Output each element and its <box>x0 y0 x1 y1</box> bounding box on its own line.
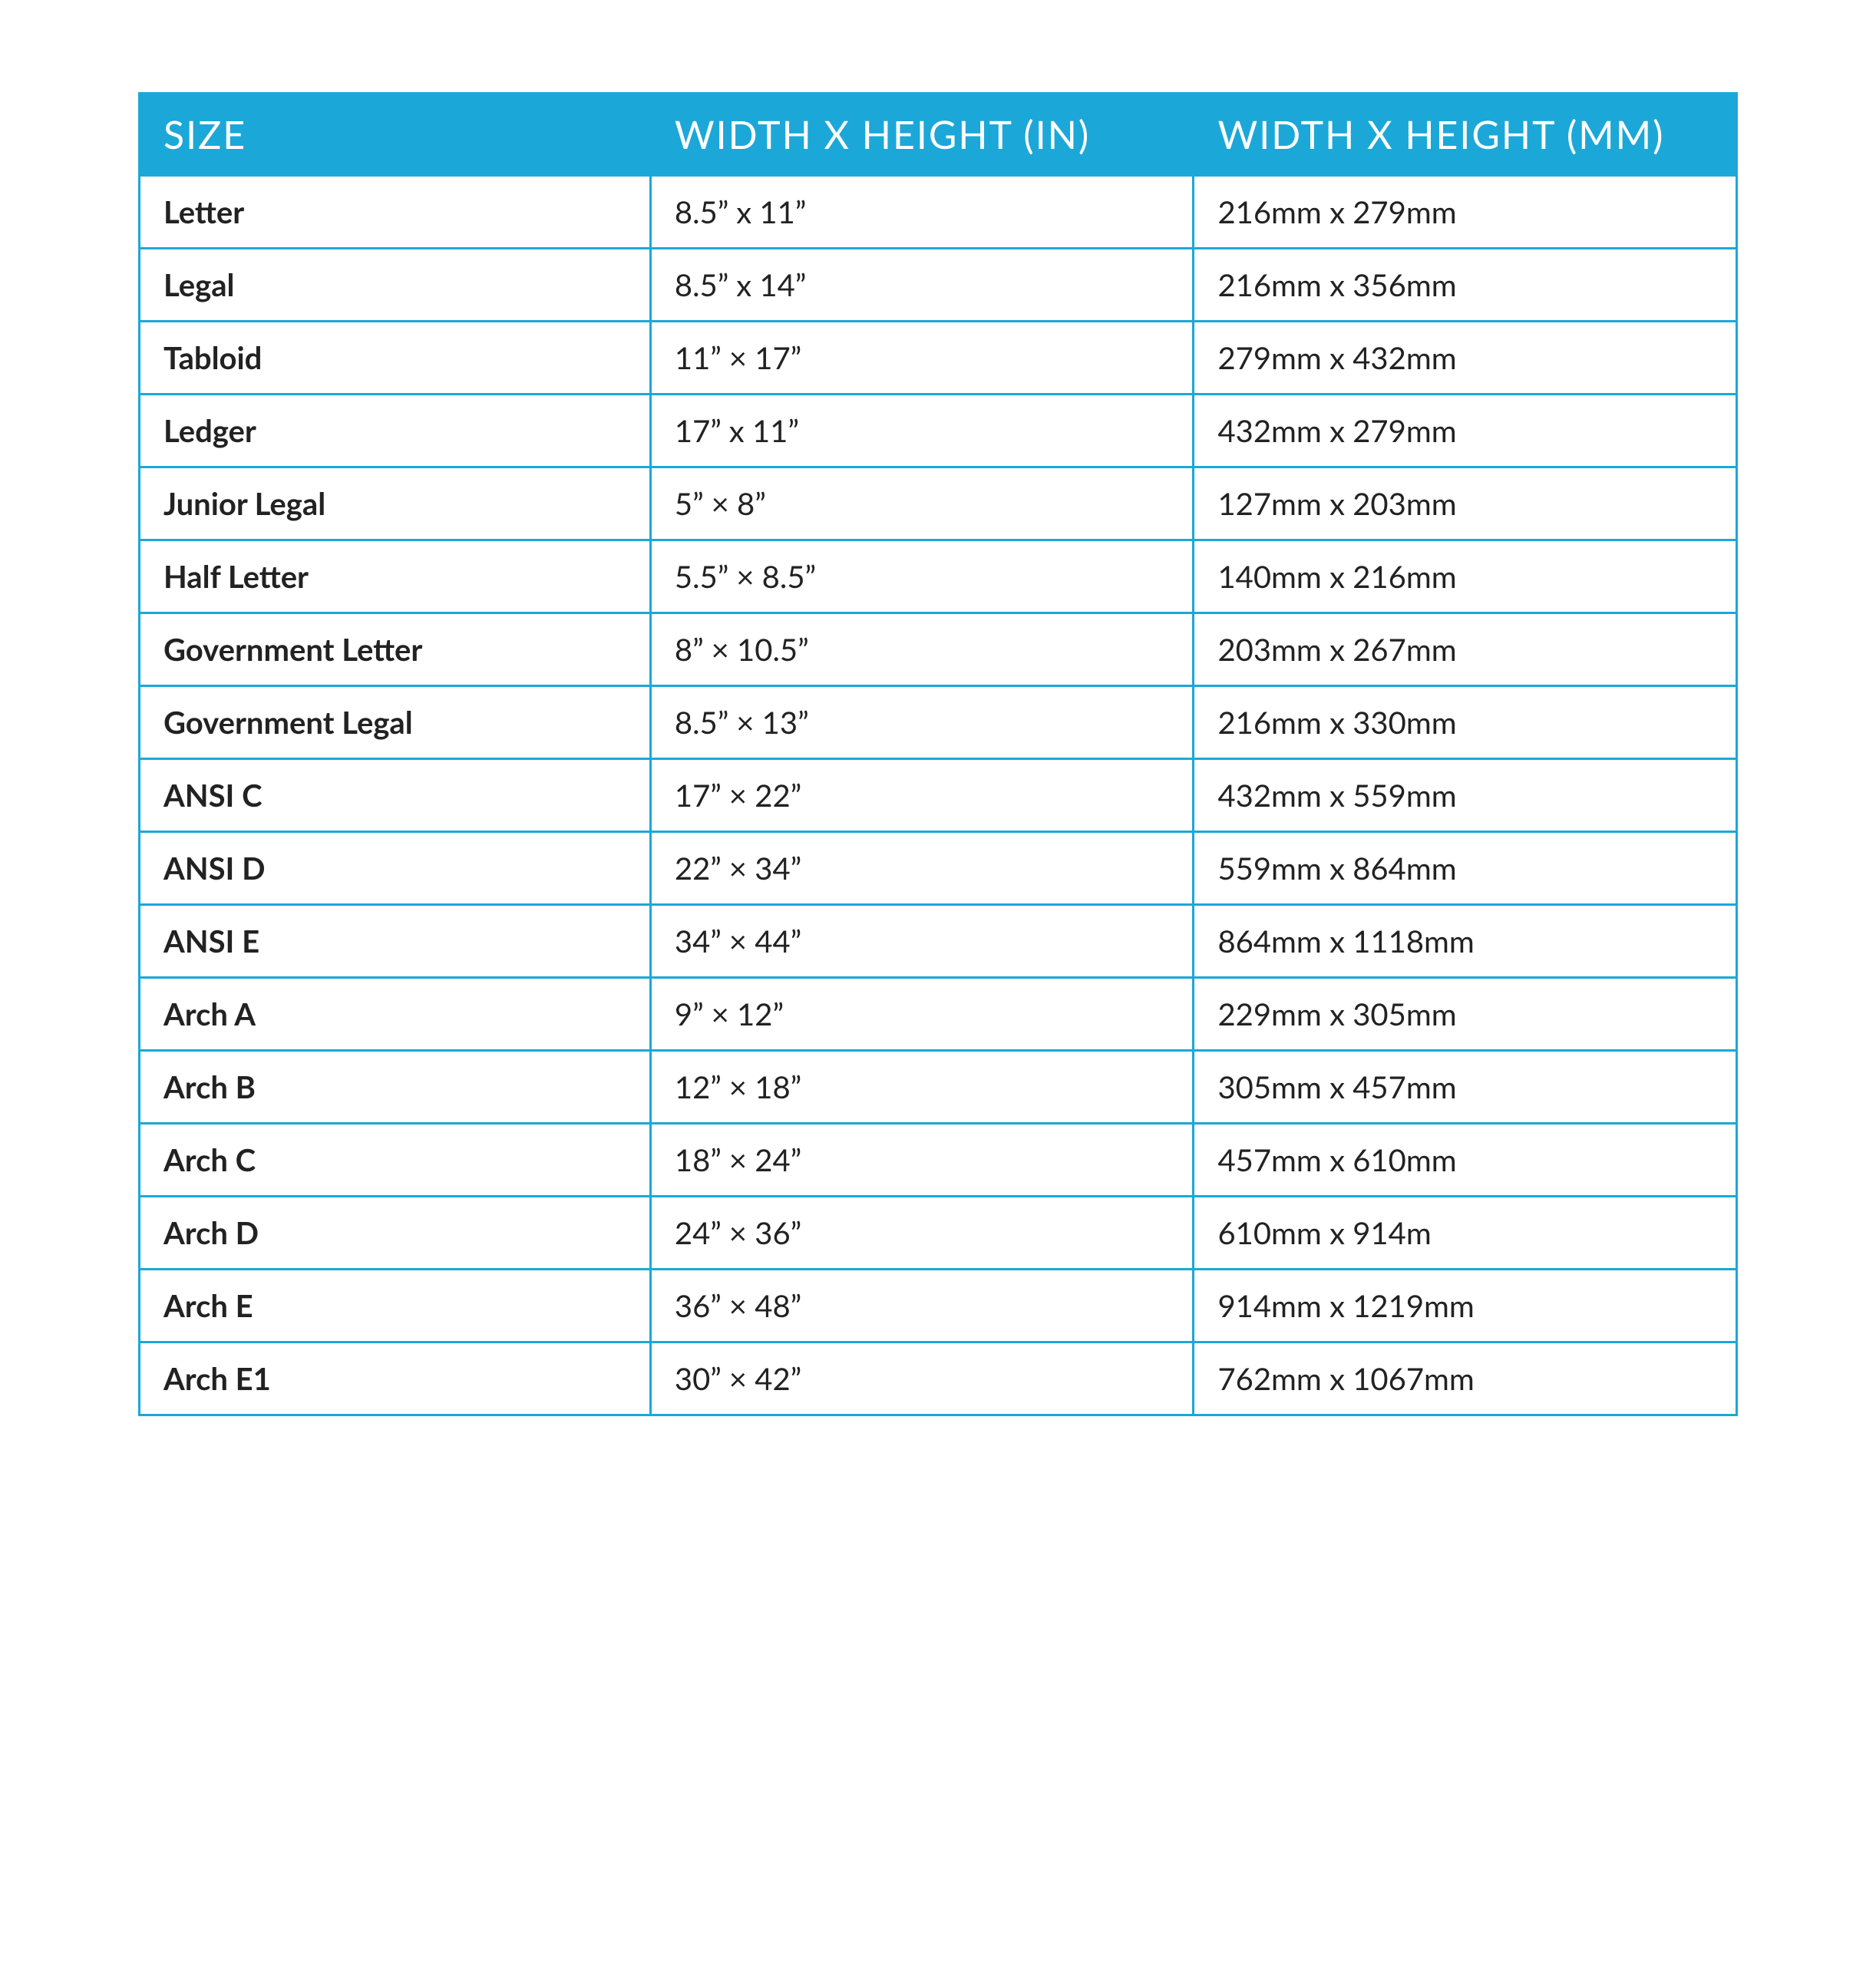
cell-mm: 229mm x 305mm <box>1194 978 1737 1051</box>
table-row: ANSI D22” × 34”559mm x 864mm <box>140 832 1737 905</box>
cell-mm: 610mm x 914m <box>1194 1197 1737 1270</box>
table-row: Letter8.5” x 11”216mm x 279mm <box>140 176 1737 249</box>
page: Size Width x Height (in) Width x Height … <box>0 0 1876 1508</box>
cell-mm: 140mm x 216mm <box>1194 540 1737 613</box>
cell-mm: 216mm x 356mm <box>1194 249 1737 322</box>
cell-size: Arch B <box>140 1051 651 1124</box>
cell-size: Arch D <box>140 1197 651 1270</box>
table-row: Government Letter8” × 10.5”203mm x 267mm <box>140 613 1737 686</box>
cell-size: Half Letter <box>140 540 651 613</box>
cell-mm: 216mm x 279mm <box>1194 176 1737 249</box>
table-row: Arch E36” × 48”914mm x 1219mm <box>140 1270 1737 1342</box>
cell-size: ANSI C <box>140 759 651 832</box>
table-row: Arch B12” × 18”305mm x 457mm <box>140 1051 1737 1124</box>
cell-inches: 8” × 10.5” <box>650 613 1194 686</box>
paper-size-table: Size Width x Height (in) Width x Height … <box>138 92 1738 1416</box>
cell-size: Arch E1 <box>140 1342 651 1415</box>
cell-mm: 279mm x 432mm <box>1194 322 1737 395</box>
table-header-row: Size Width x Height (in) Width x Height … <box>140 94 1737 176</box>
cell-mm: 203mm x 267mm <box>1194 613 1737 686</box>
cell-mm: 216mm x 330mm <box>1194 686 1737 759</box>
table-row: ANSI C17” × 22”432mm x 559mm <box>140 759 1737 832</box>
cell-mm: 457mm x 610mm <box>1194 1124 1737 1197</box>
cell-inches: 11” × 17” <box>650 322 1194 395</box>
table-row: Arch E130” × 42”762mm x 1067mm <box>140 1342 1737 1415</box>
cell-size: ANSI D <box>140 832 651 905</box>
cell-inches: 5” × 8” <box>650 467 1194 540</box>
col-header-size: Size <box>140 94 651 176</box>
cell-inches: 18” × 24” <box>650 1124 1194 1197</box>
cell-inches: 24” × 36” <box>650 1197 1194 1270</box>
cell-size: Government Legal <box>140 686 651 759</box>
table-row: Arch C18” × 24”457mm x 610mm <box>140 1124 1737 1197</box>
table-row: Tabloid11” × 17”279mm x 432mm <box>140 322 1737 395</box>
cell-size: Arch A <box>140 978 651 1051</box>
cell-size: Tabloid <box>140 322 651 395</box>
cell-inches: 5.5” × 8.5” <box>650 540 1194 613</box>
table-row: Government Legal8.5” × 13”216mm x 330mm <box>140 686 1737 759</box>
cell-mm: 127mm x 203mm <box>1194 467 1737 540</box>
cell-size: Letter <box>140 176 651 249</box>
cell-size: Ledger <box>140 395 651 467</box>
table-header: Size Width x Height (in) Width x Height … <box>140 94 1737 176</box>
cell-mm: 559mm x 864mm <box>1194 832 1737 905</box>
cell-mm: 432mm x 279mm <box>1194 395 1737 467</box>
cell-size: Arch C <box>140 1124 651 1197</box>
cell-size: Government Letter <box>140 613 651 686</box>
cell-size: Arch E <box>140 1270 651 1342</box>
table-row: ANSI E34” × 44”864mm x 1118mm <box>140 905 1737 978</box>
cell-mm: 432mm x 559mm <box>1194 759 1737 832</box>
table-row: Arch D24” × 36”610mm x 914m <box>140 1197 1737 1270</box>
cell-size: Legal <box>140 249 651 322</box>
col-header-in: Width x Height (in) <box>650 94 1194 176</box>
cell-inches: 9” × 12” <box>650 978 1194 1051</box>
cell-inches: 36” × 48” <box>650 1270 1194 1342</box>
cell-mm: 914mm x 1219mm <box>1194 1270 1737 1342</box>
cell-inches: 17” x 11” <box>650 395 1194 467</box>
table-row: Ledger17” x 11”432mm x 279mm <box>140 395 1737 467</box>
cell-inches: 17” × 22” <box>650 759 1194 832</box>
cell-size: Junior Legal <box>140 467 651 540</box>
cell-inches: 34” × 44” <box>650 905 1194 978</box>
cell-inches: 12” × 18” <box>650 1051 1194 1124</box>
cell-inches: 8.5” × 13” <box>650 686 1194 759</box>
cell-inches: 8.5” x 11” <box>650 176 1194 249</box>
cell-mm: 864mm x 1118mm <box>1194 905 1737 978</box>
table-row: Half Letter5.5” × 8.5”140mm x 216mm <box>140 540 1737 613</box>
cell-inches: 22” × 34” <box>650 832 1194 905</box>
table-body: Letter8.5” x 11”216mm x 279mmLegal8.5” x… <box>140 176 1737 1415</box>
table-row: Arch A9” × 12”229mm x 305mm <box>140 978 1737 1051</box>
cell-inches: 30” × 42” <box>650 1342 1194 1415</box>
col-header-mm: Width x Height (mm) <box>1194 94 1737 176</box>
cell-mm: 762mm x 1067mm <box>1194 1342 1737 1415</box>
cell-mm: 305mm x 457mm <box>1194 1051 1737 1124</box>
cell-inches: 8.5” x 14” <box>650 249 1194 322</box>
table-row: Legal8.5” x 14”216mm x 356mm <box>140 249 1737 322</box>
cell-size: ANSI E <box>140 905 651 978</box>
table-row: Junior Legal5” × 8”127mm x 203mm <box>140 467 1737 540</box>
